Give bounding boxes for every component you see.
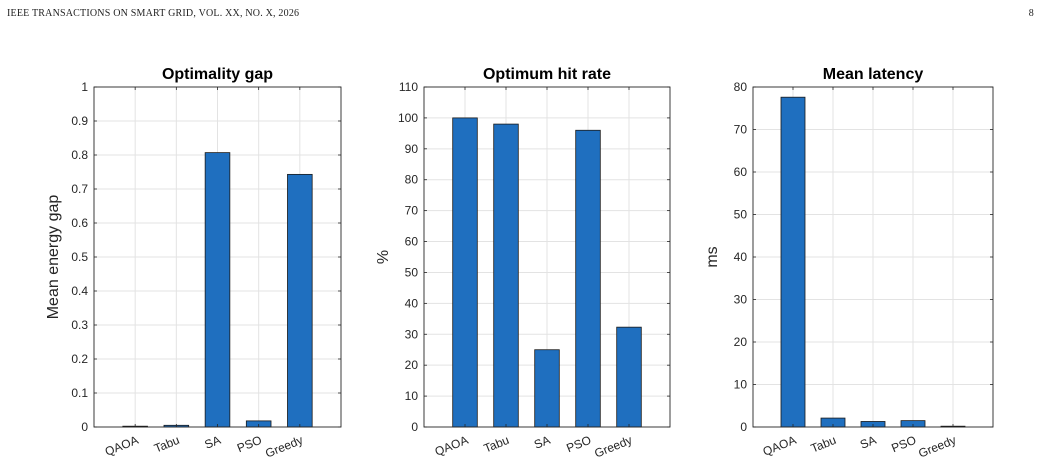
y-tick-label: 50 — [734, 208, 748, 222]
bar-tabu — [493, 123, 519, 428]
x-tick-label-qaoa: QAOA — [433, 433, 470, 459]
y-tick-label: 1 — [81, 80, 88, 94]
y-tick-label: 30 — [734, 293, 748, 307]
y-tick-label: 0.6 — [71, 216, 88, 230]
x-tick-label-tabu: Tabu — [809, 433, 838, 456]
x-tick-label-tabu: Tabu — [152, 433, 181, 456]
page-header: IEEE TRANSACTIONS ON SMART GRID, VOL. XX… — [0, 0, 1041, 30]
y-axis-label: ms — [704, 246, 721, 267]
y-tick-label: 110 — [399, 80, 418, 94]
y-tick-label: 0.7 — [71, 182, 88, 196]
y-tick-label: 80 — [405, 173, 419, 187]
y-tick-label: 20 — [405, 358, 419, 372]
y-tick-label: 60 — [734, 165, 748, 179]
x-tick-label-pso: PSO — [564, 433, 593, 455]
y-tick-label: 0.3 — [71, 318, 88, 332]
y-tick-label: 0.5 — [71, 250, 88, 264]
bar-greedy — [616, 326, 642, 428]
y-tick-label: 0 — [81, 420, 88, 434]
y-tick-label: 0.8 — [71, 148, 88, 162]
chart-title: Mean latency — [823, 66, 924, 83]
chart-panel-1: 0 0.1 0.2 0.3 0.4 0.5 0.6 0.7 0.8 0.9 1 QAOA Tabu SA P… — [45, 66, 342, 461]
y-tick-label: 50 — [405, 265, 419, 279]
y-tick-label: 90 — [405, 142, 419, 156]
chart-title: Optimum hit rate — [483, 66, 611, 83]
y-tick-label: 0.4 — [71, 284, 88, 298]
y-tick-label: 0 — [740, 420, 747, 434]
chart-title: Optimality gap — [162, 66, 273, 83]
x-tick-label-greedy: Greedy — [592, 433, 634, 461]
y-tick-label: 80 — [734, 80, 748, 94]
x-tick-label-greedy: Greedy — [263, 433, 305, 461]
bar-qaoa — [780, 96, 806, 428]
x-tick-label-pso: PSO — [889, 433, 918, 455]
y-tick-label: 10 — [405, 389, 419, 403]
y-tick-label: 10 — [734, 378, 748, 392]
y-tick-label: 40 — [734, 250, 748, 264]
x-tick-label-greedy: Greedy — [916, 433, 958, 461]
y-tick-label: 60 — [405, 235, 419, 249]
y-tick-label: 70 — [405, 204, 419, 218]
y-tick-label: 0.1 — [71, 386, 88, 400]
page-number: 8 — [1028, 8, 1034, 19]
bar-greedy — [287, 173, 313, 428]
x-tick-label-sa: SA — [203, 433, 223, 452]
y-tick-label: 0.9 — [71, 114, 88, 128]
x-tick-label-pso: PSO — [235, 433, 264, 455]
x-tick-label-sa: SA — [858, 433, 878, 452]
x-tick-label-tabu: Tabu — [482, 433, 511, 456]
bar-sa — [534, 349, 560, 428]
bar-pso — [575, 129, 601, 428]
y-tick-label: 100 — [398, 111, 418, 125]
journal-header: IEEE TRANSACTIONS ON SMART GRID, VOL. XX… — [7, 8, 300, 19]
y-tick-label: 0.2 — [71, 352, 88, 366]
x-tick-label-sa: SA — [532, 433, 552, 452]
y-tick-label: 30 — [405, 327, 419, 341]
y-tick-label: 40 — [405, 296, 419, 310]
y-tick-label: 70 — [734, 123, 748, 137]
x-tick-label-qaoa: QAOA — [103, 433, 140, 459]
y-axis-label: % — [375, 250, 392, 264]
x-tick-label-qaoa: QAOA — [761, 433, 798, 459]
y-tick-label: 20 — [734, 335, 748, 349]
y-tick-label: 0 — [411, 420, 418, 434]
bar-qaoa — [452, 117, 478, 428]
bar-sa — [204, 152, 231, 428]
y-axis-label: Mean energy gap — [45, 195, 62, 320]
chart-panel-2: 0 10 20 30 40 50 60 70 80 90 100 110 QAOA Tabu SA PSO Gr… — [375, 66, 671, 461]
